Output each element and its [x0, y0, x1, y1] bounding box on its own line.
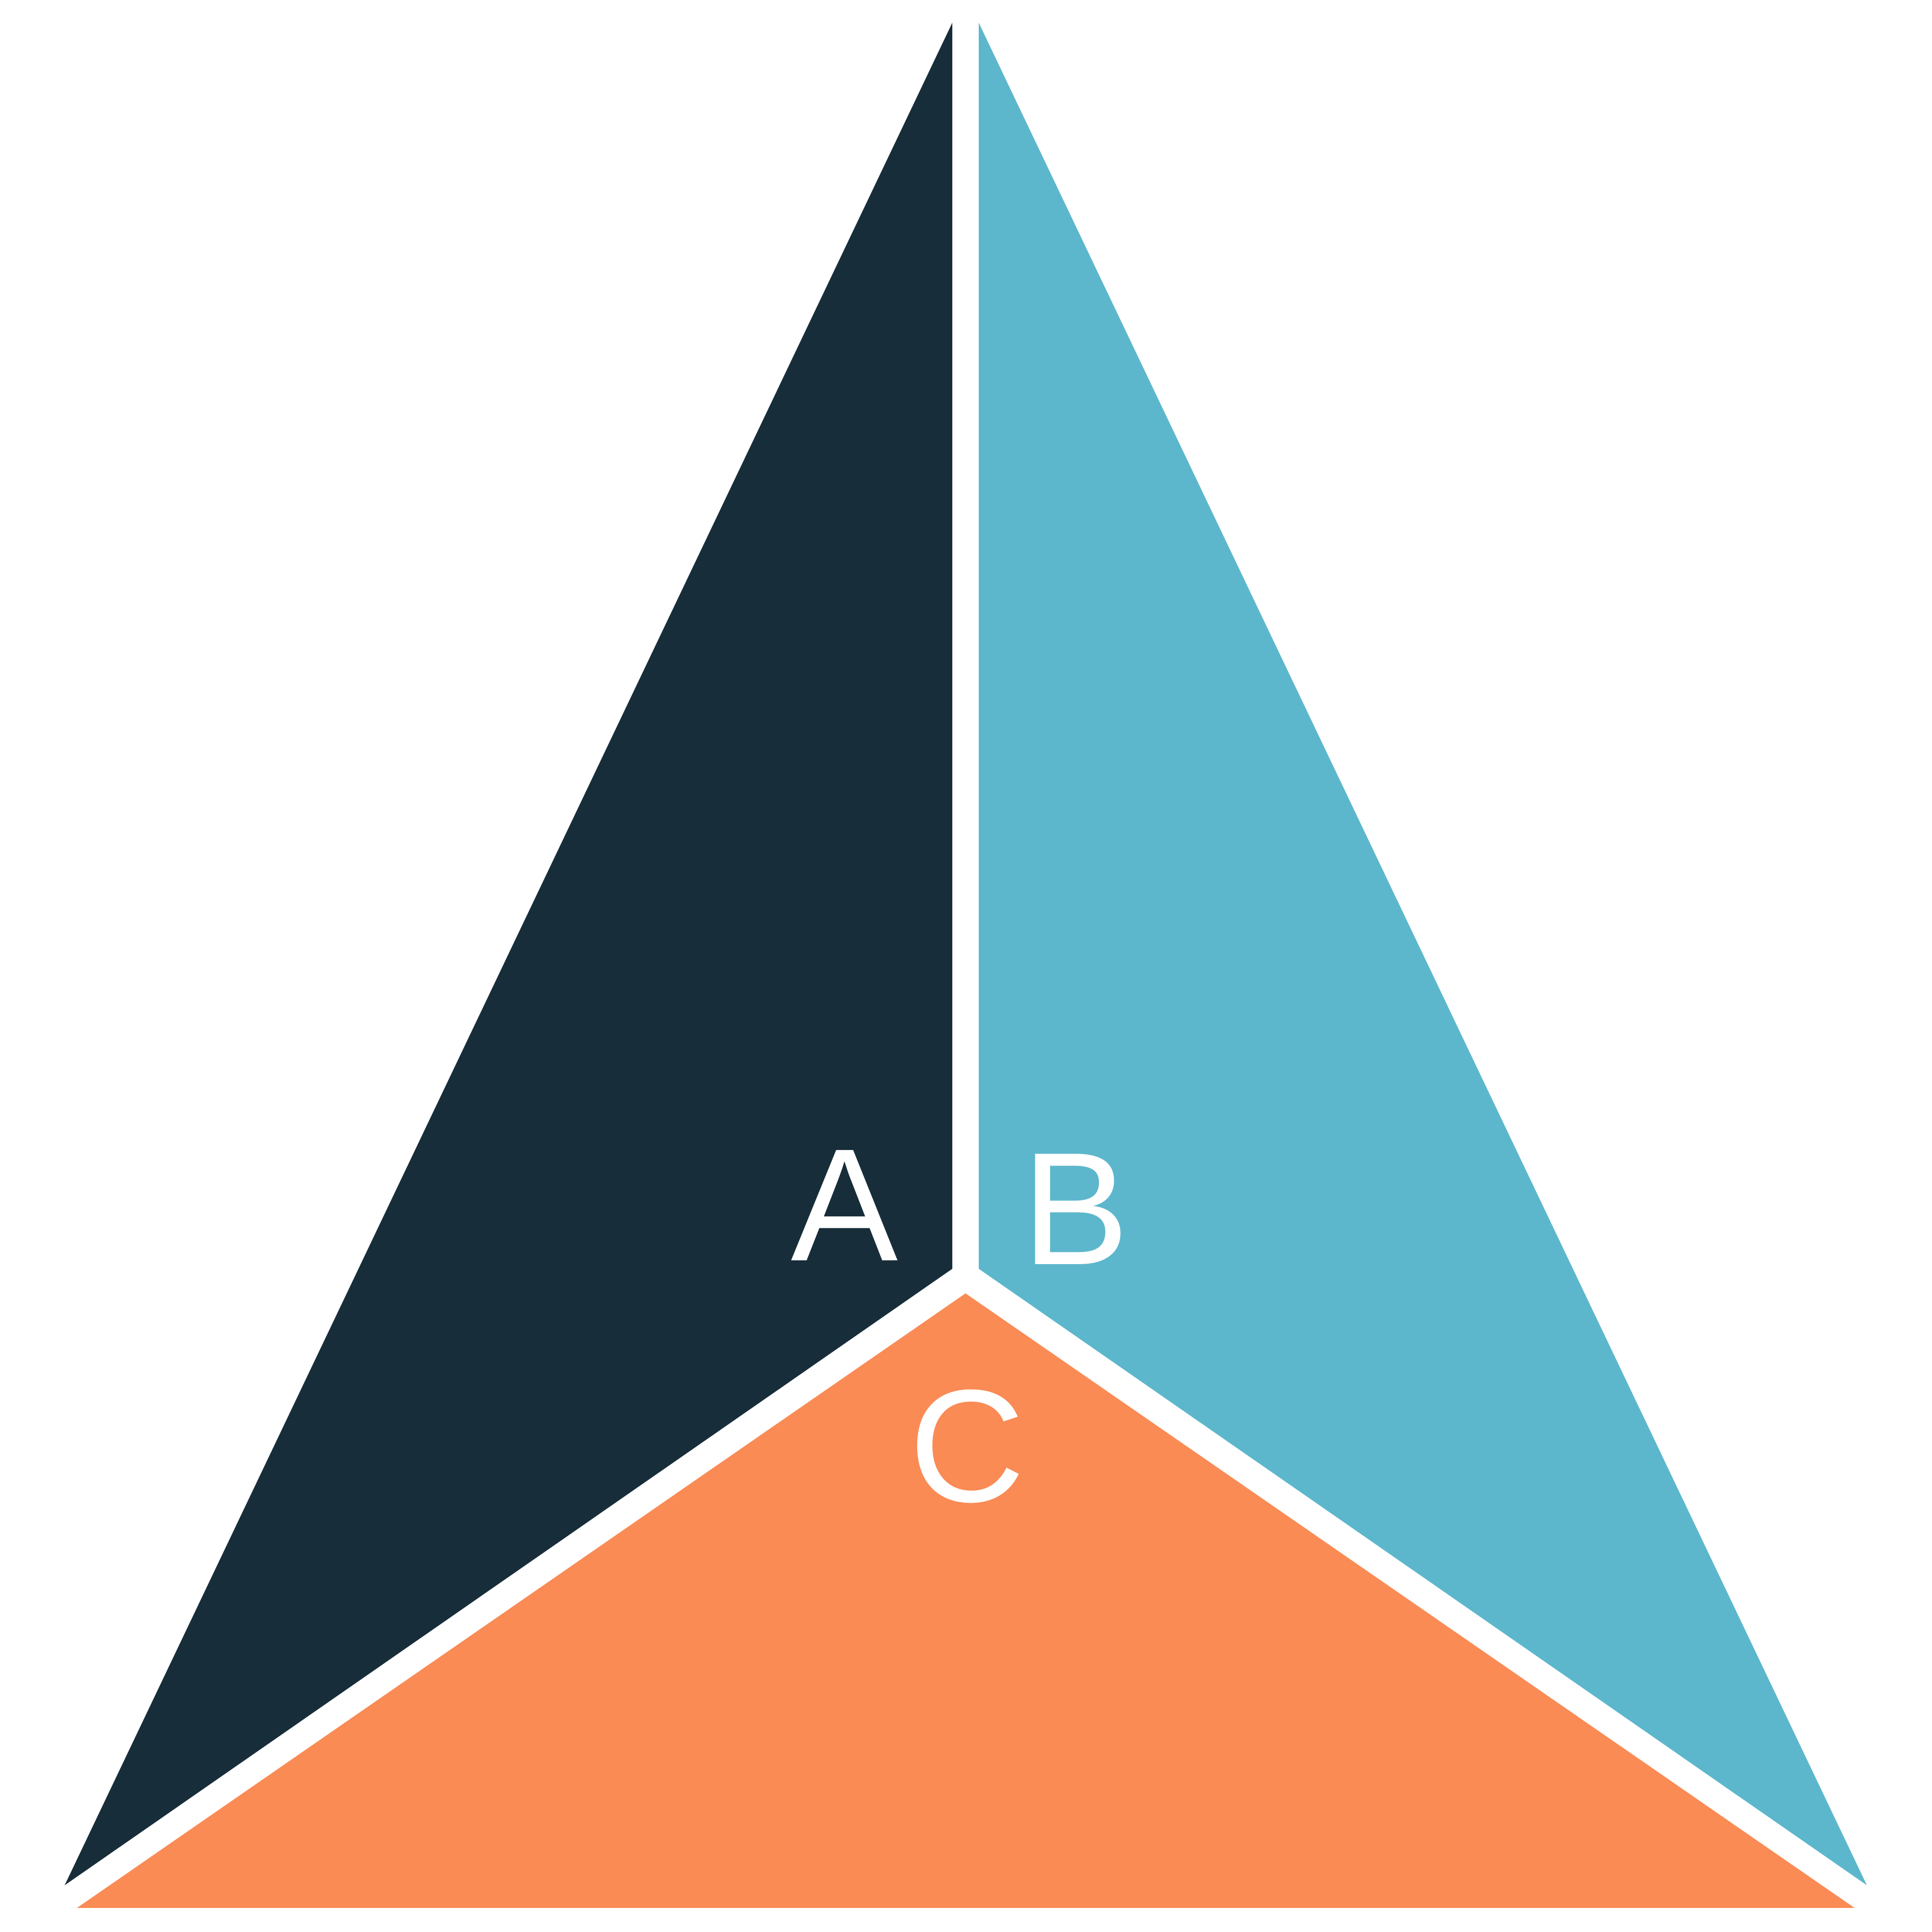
segment-b [979, 23, 1867, 1885]
segment-a-label: A [791, 1116, 899, 1295]
segment-c-label: C [909, 1357, 1025, 1536]
segment-c [77, 1293, 1855, 1908]
segment-b-label: B [1022, 1119, 1129, 1299]
segment-a [65, 23, 952, 1885]
